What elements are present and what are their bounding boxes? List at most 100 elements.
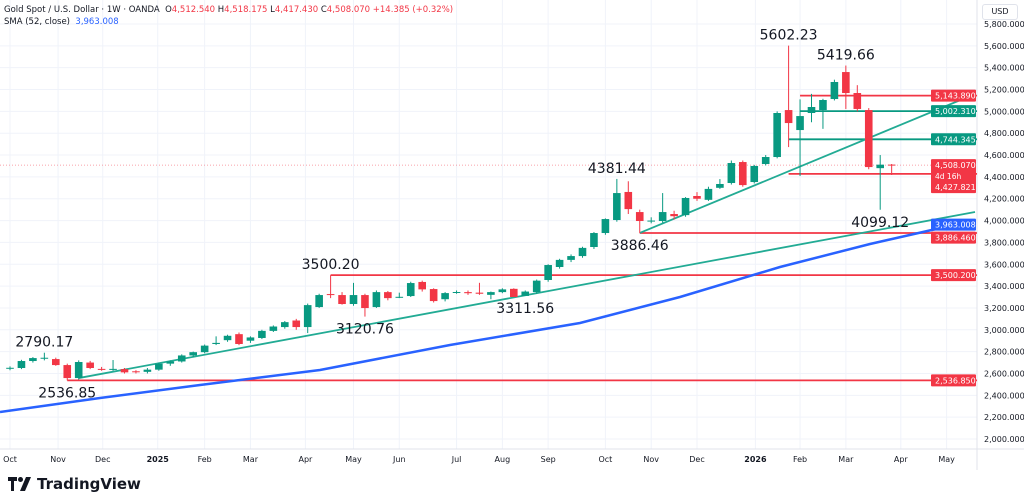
candle-body — [567, 256, 575, 260]
symbol-title[interactable]: Gold Spot / U.S. Dollar · 1W · OANDA — [4, 5, 160, 15]
price-tick-label: 5,800.000 — [984, 20, 1024, 29]
candle-body — [887, 164, 896, 166]
candle-body — [155, 363, 163, 370]
candle-body — [143, 369, 152, 372]
candle-body — [452, 292, 461, 294]
price-annotation: 3120.76 — [336, 322, 394, 338]
price-tick-label: 2,600.000 — [984, 369, 1024, 378]
price-tick-label: 3,400.000 — [984, 282, 1024, 291]
candle-body — [74, 362, 83, 379]
price-annotation: 3311.56 — [496, 301, 554, 317]
candle-body — [338, 295, 346, 305]
bar-countdown: 4d 16h — [935, 172, 961, 181]
level-price-tag: 4,427.821 — [935, 183, 976, 192]
time-tick-label: Sep — [541, 455, 556, 464]
time-tick-label: Mar — [838, 455, 854, 464]
candle-body — [544, 265, 552, 280]
candle-body — [52, 359, 60, 366]
time-tick-label: Feb — [793, 455, 807, 464]
price-tick-label: 4,600.000 — [984, 151, 1024, 160]
candle-body — [624, 191, 633, 210]
sma-price-tag: 3,963.008 — [935, 221, 976, 230]
candle-body — [258, 330, 266, 338]
level-price-tag-bg — [931, 105, 976, 118]
sma-line — [0, 225, 946, 414]
change-value: +14.385 (+0.32%) — [372, 5, 454, 15]
current-price-tag: 4,508.070 — [935, 161, 976, 170]
chart-legend: Gold Spot / U.S. Dollar · 1W · OANDA O4,… — [4, 4, 453, 28]
price-annotation: 5419.66 — [817, 48, 875, 64]
candle-body — [487, 292, 495, 295]
candle-body — [246, 337, 255, 341]
price-tick-label: 4,800.000 — [984, 129, 1024, 138]
level-price-tag: 4,744.345 — [935, 135, 976, 144]
candle-body — [750, 165, 759, 183]
price-tick-label: 2,800.000 — [984, 348, 1024, 357]
price-tick-label: 5,200.000 — [984, 86, 1024, 95]
close-value: 4,508.070 — [326, 5, 371, 15]
tradingview-logo-icon — [8, 477, 31, 491]
price-tick-label: 2,400.000 — [984, 391, 1024, 400]
price-annotation: 2790.17 — [15, 335, 73, 351]
candle-body — [315, 295, 323, 308]
candle-body — [189, 352, 197, 356]
candle-body — [807, 106, 816, 114]
price-annotation: 4099.12 — [851, 215, 909, 231]
level-price-tag: 2,536.850 — [935, 376, 976, 385]
candle-body — [40, 357, 49, 359]
candle-body — [830, 81, 839, 100]
price-tick-label: 3,200.000 — [984, 304, 1024, 313]
level-price-tag: 3,500.200 — [935, 271, 976, 280]
price-tick-label: 4,000.000 — [984, 217, 1024, 226]
candle-body — [212, 342, 220, 344]
time-tick-label: 2026 — [744, 455, 767, 464]
candle-body — [635, 212, 644, 222]
currency-button[interactable]: USD — [982, 4, 1018, 20]
candle-body — [555, 259, 564, 267]
candle-body — [109, 368, 117, 370]
candle-body — [590, 233, 598, 248]
candle-body — [97, 368, 106, 370]
time-tick-label: 2025 — [147, 455, 170, 464]
candle-body — [727, 163, 736, 184]
candle-body — [303, 305, 312, 328]
candle-body — [200, 345, 209, 353]
candle-body — [17, 361, 26, 369]
candle-body — [166, 361, 175, 364]
price-tick-label: 3,000.000 — [984, 326, 1024, 335]
candle-body — [796, 116, 804, 131]
sma-value: 3,963.008 — [75, 17, 119, 27]
price-tick-label: 4,400.000 — [984, 173, 1024, 182]
candle-body — [681, 197, 690, 216]
time-tick-label: Nov — [50, 455, 66, 464]
price-tick-label: 5,000.000 — [984, 107, 1024, 116]
candle-body — [864, 110, 873, 168]
candle-body — [613, 193, 621, 221]
sma-price-tag-bg — [931, 218, 976, 231]
price-tick-label: 5,400.000 — [984, 64, 1024, 73]
candle-body — [842, 72, 850, 94]
candle-body — [120, 369, 129, 373]
time-tick-label: Apr — [894, 455, 909, 464]
price-tick-label: 3,600.000 — [984, 260, 1024, 269]
time-tick-label: Oct — [598, 455, 612, 464]
candle-body — [418, 281, 426, 290]
trendline-short — [639, 93, 976, 234]
high-label: H — [217, 5, 225, 15]
level-price-tag: 5,002.310 — [935, 107, 976, 116]
price-tick-label: 2,200.000 — [984, 413, 1024, 422]
tradingview-logo[interactable]: TradingView — [8, 475, 141, 493]
candle-body — [475, 292, 484, 294]
time-tick-label: Feb — [198, 455, 212, 464]
candle-body — [464, 292, 472, 294]
sma-label[interactable]: SMA (52, close) — [4, 17, 70, 27]
time-tick-label: Aug — [495, 455, 511, 464]
candle-body — [498, 289, 507, 293]
candle-body — [281, 322, 289, 328]
price-tick-label: 3,800.000 — [984, 238, 1024, 247]
candle-body — [716, 183, 724, 188]
price-annotation: 2536.85 — [38, 385, 96, 401]
current-price-tag-bg — [931, 159, 976, 194]
price-tick-label: 5,600.000 — [984, 42, 1024, 51]
